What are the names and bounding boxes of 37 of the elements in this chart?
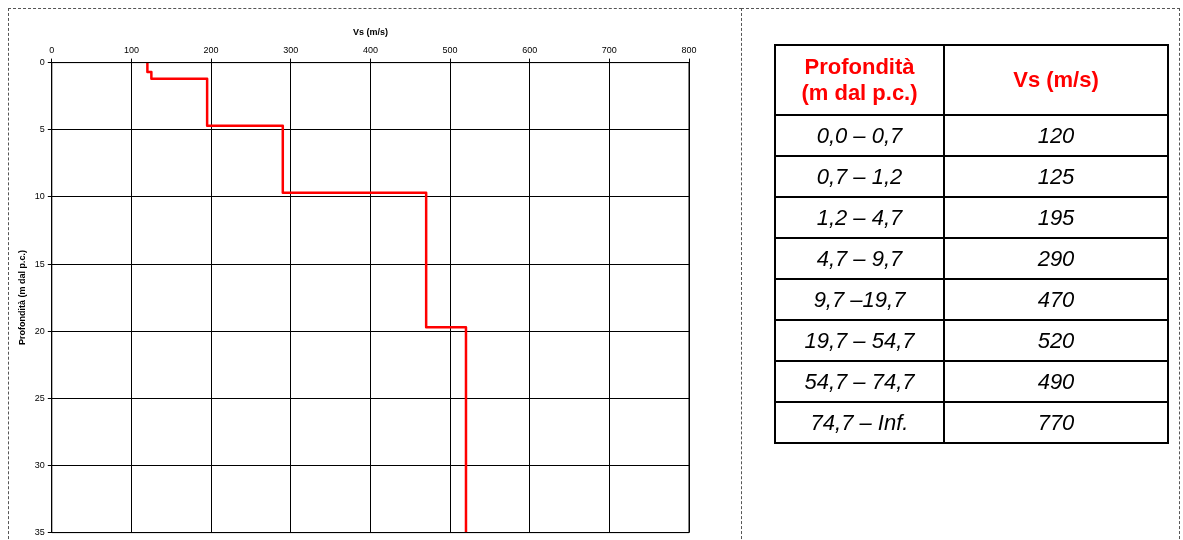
- category-label: 19,7 – 54,7: [775, 320, 944, 361]
- y-tick-label: 35: [34, 527, 45, 538]
- category-label: 54,7 – 74,7: [775, 361, 944, 402]
- y-tick-label: 25: [34, 392, 45, 403]
- category-label: 74,7 – Inf.: [775, 402, 944, 443]
- y-tick-label: 15: [34, 258, 45, 269]
- y-tick-label: 0: [39, 57, 45, 68]
- data-label: 120: [944, 115, 1168, 156]
- data-label: 520: [944, 320, 1168, 361]
- x-tick-label: 100: [123, 44, 139, 55]
- data-label: 490: [944, 361, 1168, 402]
- text: Vs (m/s): [944, 45, 1168, 115]
- y-tick-label: 20: [34, 325, 45, 336]
- category-label: 0,0 – 0,7: [775, 115, 944, 156]
- x-tick-label: 300: [283, 44, 299, 55]
- y-tick-label: 30: [34, 459, 45, 470]
- data-label: 195: [944, 197, 1168, 238]
- data-label: 770: [944, 402, 1168, 443]
- text: Profondità (m dal p.c.): [775, 45, 944, 115]
- category-label: 4,7 – 9,7: [775, 238, 944, 279]
- category-label: 0,7 – 1,2: [775, 156, 944, 197]
- category-label: 9,7 –19,7: [775, 279, 944, 320]
- x-tick-label: 800: [681, 44, 697, 55]
- y-tick-label: 5: [39, 124, 45, 135]
- x-tick-label: 600: [522, 44, 538, 55]
- x-tick-label: 0: [49, 44, 55, 55]
- y-tick-label: 10: [34, 191, 45, 202]
- x-axis-title: Vs (m/s): [352, 26, 388, 37]
- data-label: 470: [944, 279, 1168, 320]
- x-tick-label: 500: [442, 44, 458, 55]
- data-label: 125: [944, 156, 1168, 197]
- category-label: 1,2 – 4,7: [775, 197, 944, 238]
- x-tick-label: 400: [362, 44, 378, 55]
- data-label: 290: [944, 238, 1168, 279]
- y-axis-title: Profondità (m dal p.c.): [16, 250, 27, 346]
- x-tick-label: 200: [203, 44, 219, 55]
- x-tick-label: 700: [601, 44, 617, 55]
